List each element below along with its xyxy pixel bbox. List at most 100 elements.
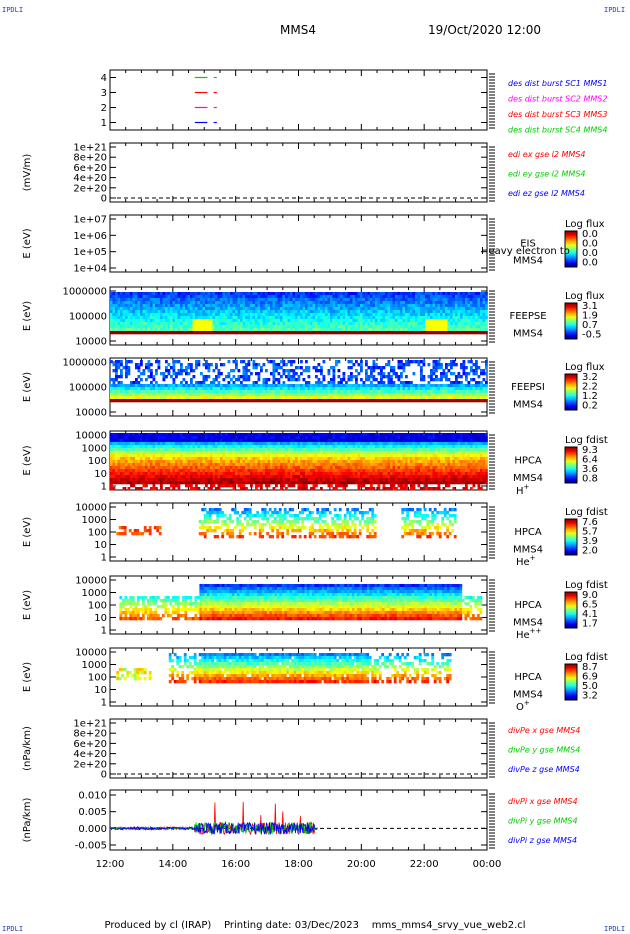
spectrogram-cell bbox=[405, 390, 408, 394]
spectrogram-cell bbox=[400, 301, 403, 305]
spectrogram-cell bbox=[197, 469, 201, 473]
spectrogram-cell bbox=[430, 399, 433, 403]
spectrogram-cell bbox=[405, 387, 408, 391]
spectrogram-cell bbox=[200, 310, 203, 314]
spectrogram-cell bbox=[360, 390, 363, 394]
spectrogram-cell bbox=[307, 325, 311, 329]
spectrogram-cell bbox=[262, 381, 266, 385]
spectrogram-cell bbox=[302, 328, 306, 332]
spectrogram-cell bbox=[127, 360, 131, 364]
spectrogram-cell bbox=[287, 387, 291, 391]
spectrogram-cell bbox=[182, 310, 186, 314]
spectrogram-cell bbox=[227, 460, 231, 464]
spectrogram-cell bbox=[437, 313, 441, 317]
spectrogram-cell bbox=[315, 316, 318, 320]
spectrogram-cell bbox=[160, 328, 163, 332]
spectrogram-cell bbox=[262, 298, 266, 302]
spectrogram-cell bbox=[395, 295, 398, 299]
spectrogram-cell bbox=[257, 387, 261, 391]
spectrogram-cell bbox=[342, 292, 346, 296]
spectrogram-cell bbox=[250, 390, 253, 394]
spectrogram-cell bbox=[332, 366, 336, 370]
spectrogram-cell bbox=[462, 292, 466, 296]
spectrogram-cell bbox=[467, 319, 471, 323]
spectrogram-cell bbox=[197, 363, 201, 367]
spectrogram-cell bbox=[222, 393, 226, 397]
spectrogram-cell bbox=[320, 310, 323, 314]
spectrogram-cell bbox=[190, 328, 193, 332]
spectrogram-cell bbox=[372, 310, 376, 314]
spectrogram-cell bbox=[412, 387, 416, 391]
spectrogram-cell bbox=[140, 292, 143, 296]
spectrogram-cell bbox=[175, 322, 178, 326]
spectrogram-cell bbox=[172, 310, 176, 314]
spectrogram-cell bbox=[372, 384, 376, 388]
spectrogram-cell bbox=[140, 313, 143, 317]
spectrogram-cell bbox=[255, 372, 258, 376]
spectrogram-cell bbox=[437, 378, 441, 382]
spectrogram-cell bbox=[277, 319, 281, 323]
spectrogram-cell bbox=[207, 331, 211, 335]
spectrogram-cell bbox=[147, 369, 151, 373]
spectrogram-cell bbox=[240, 375, 243, 379]
spectrogram-cell bbox=[477, 307, 481, 311]
spectrogram-cell bbox=[267, 390, 271, 394]
spectrogram-cell bbox=[467, 381, 471, 385]
spectrogram-cell bbox=[165, 375, 168, 379]
spectrogram-cell bbox=[482, 298, 486, 302]
spectrogram-cell bbox=[110, 433, 113, 437]
spectrogram-cell bbox=[422, 399, 426, 403]
panel-frame bbox=[109, 214, 488, 273]
spectrogram-cell bbox=[170, 478, 173, 482]
spectrogram-cell bbox=[357, 316, 361, 320]
spectrogram-cell bbox=[317, 316, 321, 320]
spectrogram-cell bbox=[125, 331, 128, 335]
spectrogram-cell bbox=[177, 295, 181, 299]
spectrogram-cell bbox=[135, 366, 138, 370]
spectrogram-cell bbox=[210, 460, 213, 464]
spectrogram-cell bbox=[270, 390, 273, 394]
spectrogram-cell bbox=[412, 396, 416, 400]
spectrogram-cell bbox=[130, 325, 133, 329]
spectrogram-cell bbox=[420, 307, 423, 311]
spectrogram-cell bbox=[132, 433, 136, 437]
spectrogram-cell bbox=[192, 478, 196, 482]
spectrogram-cell bbox=[455, 384, 458, 388]
spectrogram-cell bbox=[165, 466, 168, 470]
spectrogram-cell bbox=[447, 319, 451, 323]
spectrogram-cell bbox=[447, 304, 451, 308]
spectrogram-cell bbox=[190, 307, 193, 311]
spectrogram-cell bbox=[217, 390, 221, 394]
spectrogram-cell bbox=[110, 457, 113, 461]
spectrogram-cell bbox=[227, 436, 231, 440]
spectrogram-cell bbox=[365, 375, 368, 379]
spectrogram-cell bbox=[282, 328, 286, 332]
spectrogram-cell bbox=[465, 384, 468, 388]
spectrogram-cell bbox=[350, 393, 353, 397]
spectrogram-cell bbox=[222, 316, 226, 320]
spectrogram-cell bbox=[192, 396, 196, 400]
spectrogram-cell bbox=[335, 363, 338, 367]
spectrogram-cell bbox=[237, 322, 241, 326]
spectrogram-cell bbox=[172, 436, 176, 440]
spectrogram-cell bbox=[165, 457, 168, 461]
spectrogram-cell bbox=[350, 319, 353, 323]
spectrogram-cell bbox=[242, 301, 246, 305]
spectrogram-cell bbox=[145, 463, 148, 467]
spectrogram-cell bbox=[150, 436, 153, 440]
spectrogram-cell bbox=[377, 301, 381, 305]
spectrogram-cell bbox=[240, 316, 243, 320]
spectrogram-cell bbox=[430, 295, 433, 299]
spectrogram-cell bbox=[180, 466, 183, 470]
spectrogram-cell bbox=[155, 487, 158, 491]
spectrogram-cell bbox=[155, 478, 158, 482]
spectrogram-cell bbox=[287, 328, 291, 332]
spectrogram-cell bbox=[227, 451, 231, 455]
spectrogram-cell bbox=[180, 451, 183, 455]
spectrogram-cell bbox=[400, 387, 403, 391]
spectrogram-cell bbox=[147, 478, 151, 482]
spectrogram-cell bbox=[265, 378, 268, 382]
spectrogram-cell bbox=[192, 487, 196, 491]
spectrogram-cell bbox=[217, 436, 221, 440]
spectrogram-cell bbox=[310, 331, 313, 335]
